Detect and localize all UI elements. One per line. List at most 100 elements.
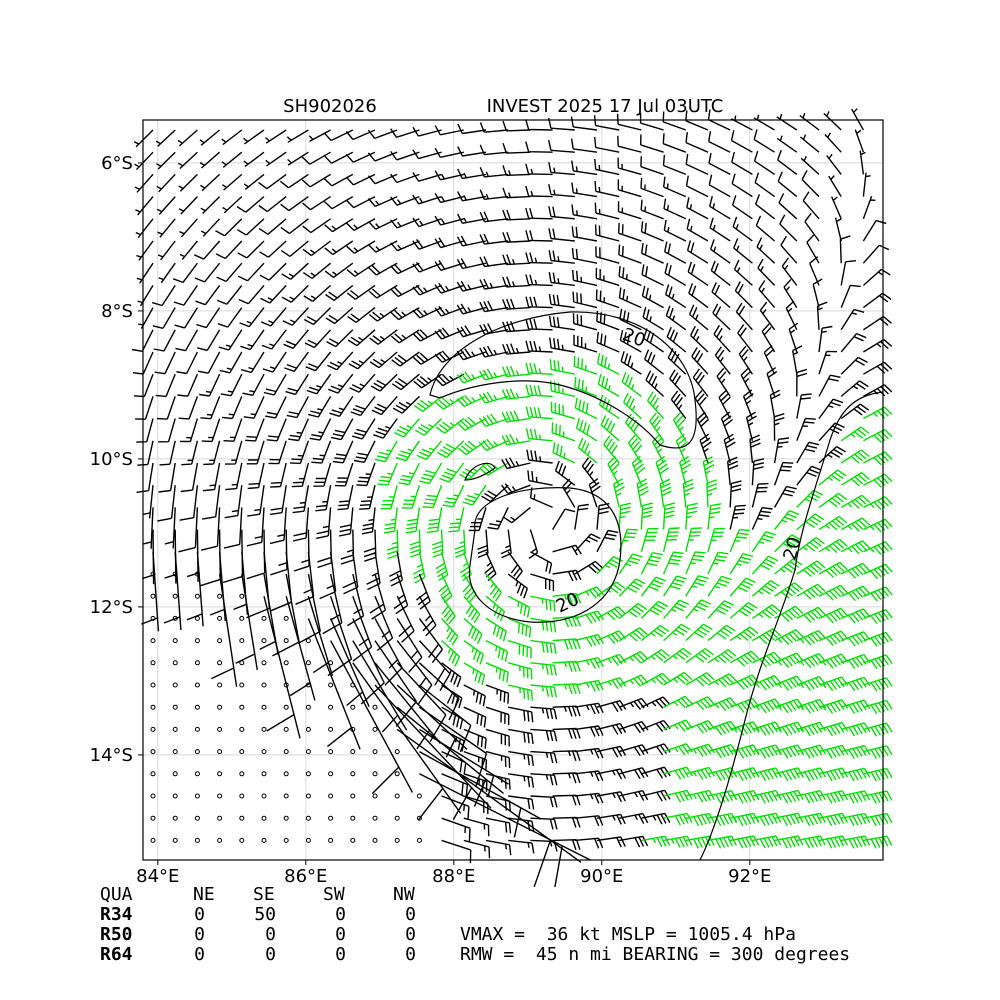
wind-barb <box>280 240 309 257</box>
wind-barb <box>685 648 714 664</box>
wind-barb <box>617 201 642 220</box>
wind-barb <box>201 485 221 520</box>
wind-barb <box>573 355 598 375</box>
wind-barb <box>292 507 310 542</box>
wind-barb <box>479 256 509 268</box>
wind-barb <box>235 573 258 671</box>
wind-barb <box>434 373 465 387</box>
wind-barb <box>552 794 581 806</box>
wind-barb <box>712 303 731 331</box>
wind-barb <box>457 416 487 431</box>
wind-barb <box>641 264 664 287</box>
wind-barb <box>463 684 486 707</box>
wind-barb <box>241 351 265 374</box>
wind-barb <box>731 195 753 220</box>
wind-barb <box>478 438 509 452</box>
wind-barb <box>618 528 638 553</box>
wind-barb <box>479 323 509 335</box>
wind-barb <box>818 445 846 464</box>
calm-mark <box>150 593 156 599</box>
calm-mark <box>217 682 223 688</box>
wind-barb <box>479 144 509 156</box>
calm-mark <box>217 704 223 710</box>
wind-barb <box>152 307 176 329</box>
calm-mark <box>305 726 311 732</box>
wind-barb <box>707 649 737 664</box>
calm-mark <box>416 837 422 843</box>
contour <box>468 487 622 623</box>
wind-barb <box>600 415 620 442</box>
calm-mark <box>239 749 245 755</box>
wind-barb <box>422 484 443 509</box>
wind-barb <box>501 483 531 495</box>
wind-barb <box>398 462 421 486</box>
wind-barb <box>199 151 221 169</box>
wind-barb <box>390 218 420 229</box>
wind-barb <box>774 652 804 668</box>
wind-barb <box>707 673 738 688</box>
wind-barb <box>136 262 154 284</box>
table-cell: 0 <box>335 924 346 945</box>
contour <box>699 391 884 861</box>
wind-barb <box>831 196 842 220</box>
wind-barb <box>265 129 287 144</box>
x-tick-label: 84°E <box>136 866 179 887</box>
wind-barb <box>641 672 671 686</box>
wind-barb <box>862 195 876 220</box>
wind-barb <box>707 109 731 131</box>
wind-barb <box>352 640 408 733</box>
wind-barb <box>596 502 610 530</box>
wind-barb <box>501 433 531 446</box>
wind-barb <box>177 373 199 397</box>
calm-mark <box>217 749 223 755</box>
wind-barb <box>180 462 199 493</box>
wind-barb <box>345 195 376 209</box>
wind-barb <box>287 151 309 166</box>
wind-barb <box>280 196 309 212</box>
wind-barb <box>270 462 287 488</box>
wind-barb <box>774 675 804 691</box>
wind-barb <box>551 422 576 442</box>
wind-barb <box>707 720 738 736</box>
wind-barb <box>200 396 221 420</box>
wind-barb <box>178 196 198 215</box>
wind-barb <box>448 507 465 533</box>
calm-mark <box>283 726 289 732</box>
wind-barb <box>796 835 826 849</box>
contour <box>464 462 496 481</box>
wind-barb <box>501 457 531 470</box>
wind-barb <box>548 228 575 242</box>
wind-barb <box>525 296 553 309</box>
wind-barb <box>707 575 732 597</box>
calm-mark <box>172 571 178 577</box>
wind-barb <box>796 537 825 553</box>
wind-barb <box>215 240 243 260</box>
calm-mark <box>150 682 156 688</box>
wind-barb <box>619 308 642 331</box>
calm-mark <box>194 593 200 599</box>
wind-barb <box>552 683 581 695</box>
wind-barb <box>552 508 576 530</box>
wind-barb <box>485 573 502 602</box>
wind-barb <box>435 395 465 410</box>
table-cell: 0 <box>194 904 205 925</box>
calm-mark <box>150 749 156 755</box>
wind-barb <box>729 480 742 508</box>
wind-barb <box>508 662 533 680</box>
wind-barb <box>383 507 398 534</box>
wind-barb <box>323 173 354 187</box>
wind-barb <box>663 176 687 198</box>
calm-mark <box>328 815 334 821</box>
wind-barb <box>259 262 287 281</box>
wind-barb <box>361 507 376 535</box>
wind-barb <box>596 332 620 353</box>
wind-barb <box>818 653 849 669</box>
wind-barb <box>549 359 575 375</box>
calm-mark <box>261 682 267 688</box>
calm-mark <box>328 837 334 843</box>
calm-mark <box>239 793 245 799</box>
wind-barb <box>217 307 243 328</box>
calm-mark <box>394 749 400 755</box>
calm-mark <box>217 837 223 843</box>
wind-barb <box>682 478 695 508</box>
